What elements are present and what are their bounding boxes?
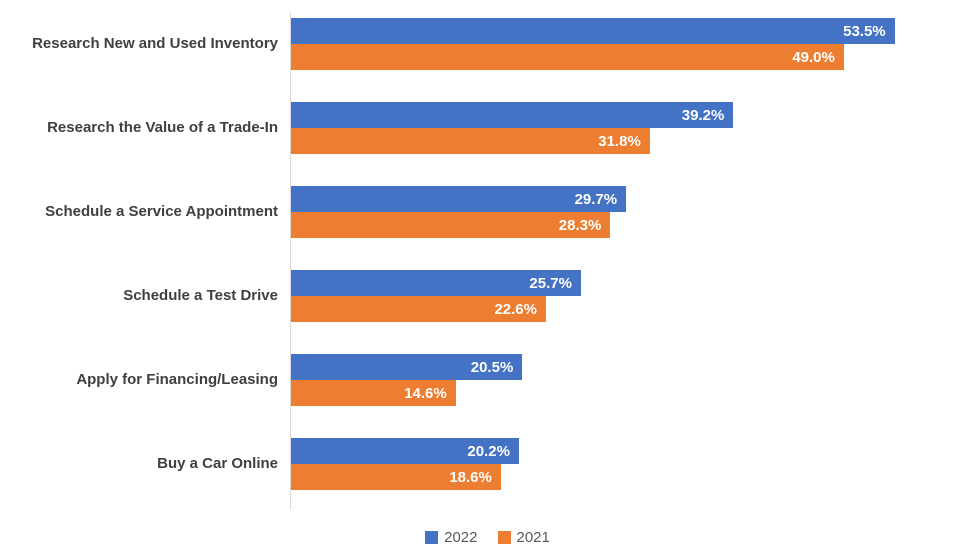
category-label: Apply for Financing/Leasing — [76, 371, 278, 389]
bar-2022: 53.5% — [291, 18, 895, 44]
bar-2021: 49.0% — [291, 44, 844, 70]
bar-pair: 29.7% 28.3% — [291, 186, 968, 238]
value-label: 20.2% — [467, 442, 510, 460]
bar-group: Schedule a Service Appointment 29.7% 28.3% — [0, 186, 975, 238]
category-label: Schedule a Test Drive — [123, 287, 278, 305]
legend-swatch-2021 — [497, 531, 511, 544]
bar-2022: 20.2% — [291, 438, 519, 464]
bar-2021: 18.6% — [291, 464, 501, 490]
bar-pair: 39.2% 31.8% — [291, 102, 968, 154]
bar-group: Research the Value of a Trade-In 39.2% 31.… — [0, 102, 975, 154]
category-label: Buy a Car Online — [157, 455, 278, 473]
legend-label-2021: 2021 — [516, 529, 550, 546]
value-label: 29.7% — [574, 190, 618, 208]
value-label: 22.6% — [494, 300, 537, 318]
value-label: 28.3% — [558, 216, 602, 234]
bar-2021: 28.3% — [291, 212, 611, 238]
legend-swatch-2022 — [425, 531, 439, 544]
legend-item-2022: 2022 — [425, 529, 478, 546]
value-label: 14.6% — [404, 384, 447, 402]
bar-2022: 39.2% — [291, 102, 734, 128]
legend: 2022 2021 — [0, 529, 975, 546]
value-label: 25.7% — [529, 274, 572, 292]
bar-2022: 29.7% — [291, 186, 627, 212]
bar-group: Buy a Car Online 20.2% 18.6% — [0, 438, 975, 490]
bar-group: Schedule a Test Drive 25.7% 22.6% — [0, 270, 975, 322]
bar-pair: 20.2% 18.6% — [291, 438, 968, 490]
bar-2021: 22.6% — [291, 296, 546, 322]
bar-2021: 31.8% — [291, 128, 650, 154]
value-label: 49.0% — [792, 48, 835, 66]
value-label: 20.5% — [470, 358, 514, 376]
value-label: 18.6% — [449, 468, 492, 486]
bar-group: Apply for Financing/Leasing 20.5% 14.6% — [0, 354, 975, 406]
value-label: 31.8% — [598, 132, 641, 150]
value-label: 39.2% — [681, 106, 725, 124]
bar-pair: 25.7% 22.6% — [291, 270, 968, 322]
bar-2022: 20.5% — [291, 354, 523, 380]
category-label: Schedule a Service Appointment — [45, 203, 278, 221]
bar-2022: 25.7% — [291, 270, 581, 296]
bar-2021: 14.6% — [291, 380, 456, 406]
category-label: Research New and Used Inventory — [32, 35, 278, 53]
legend-label-2022: 2022 — [444, 529, 478, 546]
chart-rows: Research New and Used Inventory 53.5% 49.0… — [0, 18, 975, 490]
bar-pair: 53.5% 49.0% — [291, 18, 968, 70]
category-label: Research the Value of a Trade-In — [47, 119, 278, 137]
legend-item-2021: 2021 — [497, 529, 550, 546]
y-axis-line — [290, 12, 291, 510]
bar-pair: 20.5% 14.6% — [291, 354, 968, 406]
bar-group: Research New and Used Inventory 53.5% 49.0… — [0, 18, 975, 70]
value-label: 53.5% — [843, 22, 886, 40]
